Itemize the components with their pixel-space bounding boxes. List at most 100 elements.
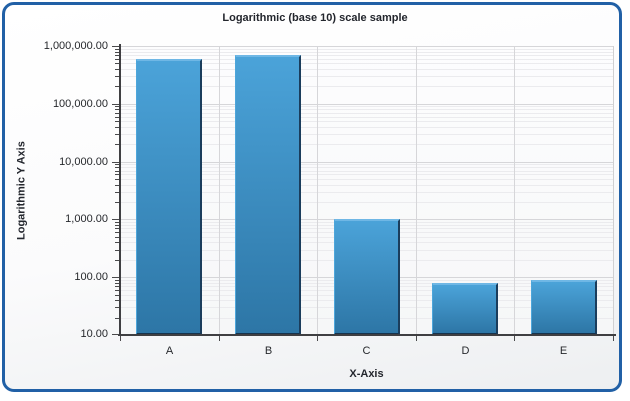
minor-gridline [120, 164, 613, 165]
y-axis-minor-tick [115, 127, 119, 128]
y-axis-minor-tick [115, 134, 119, 135]
chart-title: Logarithmic (base 10) scale sample [222, 12, 408, 24]
bar-a [136, 59, 202, 335]
minor-gridline [120, 117, 613, 118]
y-axis-minor-tick [115, 242, 119, 243]
y-axis-minor-tick [115, 283, 119, 284]
y-axis-minor-tick [115, 260, 119, 261]
y-axis-minor-tick [115, 52, 119, 53]
y-axis-tick-label: 100.00 [74, 271, 108, 283]
x-axis-category-label: A [165, 345, 174, 357]
y-axis-tick-label: 1,000,000.00 [43, 40, 108, 52]
minor-gridline [120, 106, 613, 107]
minor-gridline [120, 192, 613, 193]
x-axis-tick [317, 336, 318, 341]
y-axis-minor-tick [115, 228, 119, 229]
x-axis-category-label: E [559, 345, 568, 357]
minor-gridline [120, 171, 613, 172]
x-axis-tick [219, 336, 220, 341]
y-axis-minor-tick [115, 174, 119, 175]
minor-gridline [120, 144, 613, 145]
x-axis-category-label: D [461, 345, 470, 357]
y-axis-minor-tick [115, 185, 119, 186]
y-axis-minor-tick [115, 117, 119, 118]
y-axis-minor-tick [115, 171, 119, 172]
category-gridline [514, 46, 515, 335]
minor-gridline [120, 76, 613, 77]
plot-area [120, 46, 614, 335]
major-gridline [120, 162, 613, 163]
bar-c [334, 219, 400, 335]
minor-gridline [120, 49, 613, 50]
x-axis-tick [416, 336, 417, 341]
y-axis-minor-tick [115, 222, 119, 223]
y-axis-minor-tick [115, 113, 119, 114]
minor-gridline [120, 63, 613, 64]
y-axis-major-tick [112, 219, 119, 220]
minor-gridline [120, 121, 613, 122]
y-axis-minor-tick [115, 86, 119, 87]
major-gridline [120, 104, 613, 105]
minor-gridline [120, 86, 613, 87]
y-axis-tick-label: 100,000.00 [52, 98, 108, 110]
y-axis-minor-tick [115, 295, 119, 296]
major-gridline [120, 46, 613, 47]
y-axis-major-tick [112, 334, 119, 335]
y-axis-minor-tick [115, 250, 119, 251]
y-axis-major-tick [112, 277, 119, 278]
y-axis-minor-tick [115, 192, 119, 193]
y-axis-minor-tick [115, 286, 119, 287]
x-axis-category-label: B [264, 345, 273, 357]
y-axis-tick-label: 10.00 [80, 328, 108, 340]
y-axis-minor-tick [115, 55, 119, 56]
y-axis-minor-tick [115, 109, 119, 110]
y-axis-minor-tick [115, 167, 119, 168]
y-axis-minor-tick [115, 144, 119, 145]
minor-gridline [120, 179, 613, 180]
y-axis-minor-tick [115, 76, 119, 77]
minor-gridline [120, 52, 613, 53]
minor-gridline [120, 167, 613, 168]
y-axis-minor-tick [115, 290, 119, 291]
y-axis-minor-tick [115, 280, 119, 281]
minor-gridline [120, 134, 613, 135]
y-axis-minor-tick [115, 63, 119, 64]
y-axis-minor-tick [115, 179, 119, 180]
y-axis-minor-tick [115, 232, 119, 233]
y-axis-minor-tick [115, 164, 119, 165]
category-gridline [317, 46, 318, 335]
x-axis-category-label: C [362, 345, 371, 357]
x-axis-tick [120, 336, 121, 341]
minor-gridline [120, 185, 613, 186]
minor-gridline [120, 113, 613, 114]
bar-e [531, 280, 597, 335]
y-axis-major-tick [112, 46, 119, 47]
y-axis-major-tick [112, 104, 119, 105]
category-gridline [219, 46, 220, 335]
y-axis-minor-tick [115, 318, 119, 319]
y-axis-minor-tick [115, 121, 119, 122]
y-axis-minor-tick [115, 237, 119, 238]
minor-gridline [120, 69, 613, 70]
y-axis-minor-tick [115, 300, 119, 301]
minor-gridline [120, 174, 613, 175]
y-axis-minor-tick [115, 59, 119, 60]
y-axis-major-tick [112, 162, 119, 163]
y-axis-minor-tick [115, 49, 119, 50]
y-axis-tick-label: 10,000.00 [59, 156, 108, 168]
y-axis-minor-tick [115, 202, 119, 203]
minor-gridline [120, 59, 613, 60]
y-axis-line [119, 44, 121, 336]
x-axis-tick [613, 336, 614, 341]
y-axis-minor-tick [115, 106, 119, 107]
bar-d [432, 283, 498, 335]
x-axis-line [118, 334, 616, 336]
y-axis-tick-label: 1,000.00 [65, 213, 108, 225]
minor-gridline [120, 55, 613, 56]
y-axis-minor-tick [115, 307, 119, 308]
y-axis-minor-tick [115, 225, 119, 226]
minor-gridline [120, 202, 613, 203]
x-axis-title: X-Axis [349, 368, 384, 380]
bar-b [235, 55, 301, 335]
